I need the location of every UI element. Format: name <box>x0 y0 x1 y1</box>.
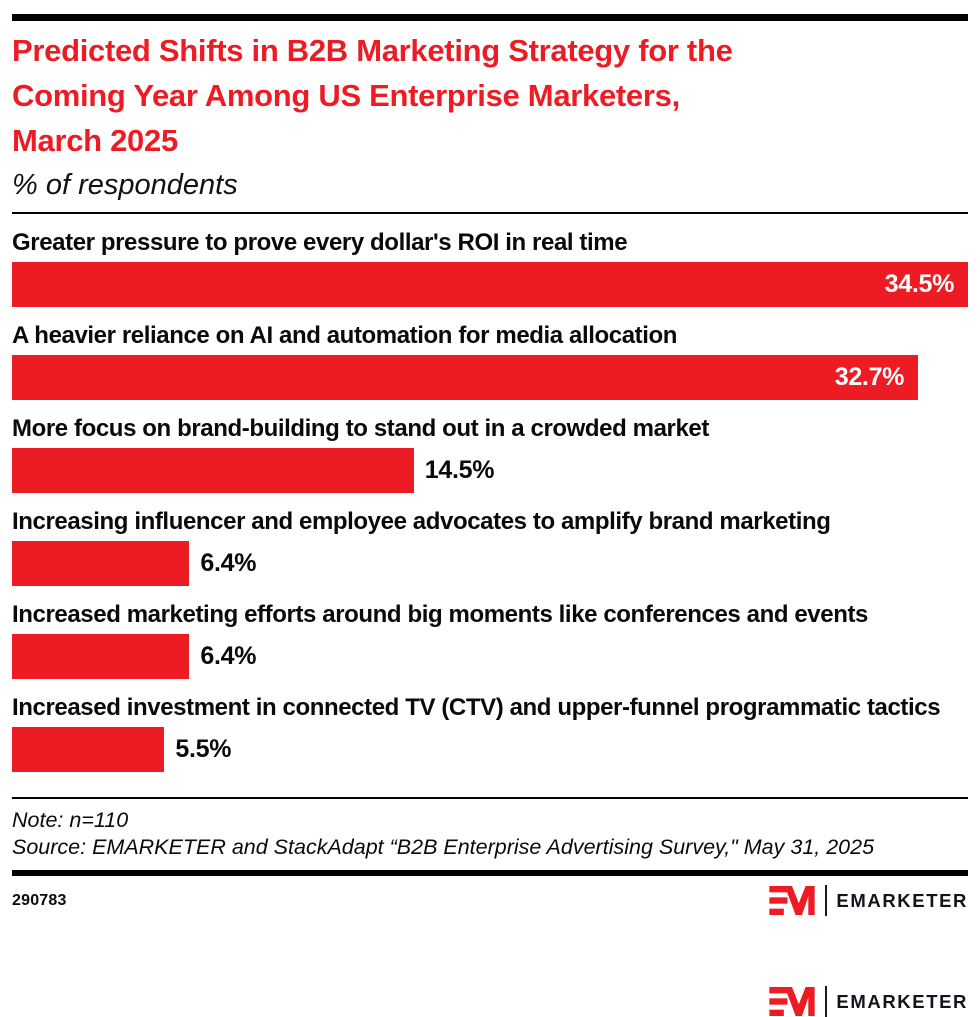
bar-value: 5.5% <box>175 735 232 763</box>
bar-label: Increasing influencer and employee advoc… <box>12 508 831 535</box>
bar <box>12 727 165 772</box>
bar-track: 14.5% <box>12 448 968 493</box>
bar-value: 14.5% <box>424 456 495 484</box>
bar-value: 6.4% <box>200 642 257 670</box>
chart-row: A heavier reliance on AI and automation … <box>12 321 968 400</box>
chart-id: 290783 <box>12 891 67 909</box>
bar-label: A heavier reliance on AI and automation … <box>12 322 678 349</box>
bar: 32.7% <box>12 355 919 400</box>
header-rule <box>12 212 968 214</box>
bar-label: More focus on brand-building to stand ou… <box>12 415 709 442</box>
source-text: Source: EMARKETER and StackAdapt “B2B En… <box>12 835 875 859</box>
bar <box>12 448 414 493</box>
chart-row: Increased investment in connected TV (CT… <box>12 693 968 772</box>
chart-row: Increased marketing efforts around big m… <box>12 600 968 679</box>
bar <box>12 634 190 679</box>
bottom-rule <box>12 870 968 876</box>
bar-track: 34.5% <box>12 262 968 307</box>
footer-bottom: 290783 EMARKETER <box>12 885 968 916</box>
chart-row: Greater pressure to prove every dollar's… <box>12 228 968 307</box>
chart-title: Predicted Shifts in B2B Marketing Strate… <box>12 33 733 158</box>
bar-chart: Greater pressure to prove every dollar's… <box>12 228 968 772</box>
bar-track: 6.4% <box>12 541 968 586</box>
logo-divider-line <box>825 885 828 916</box>
chart-row: Increasing influencer and employee advoc… <box>12 507 968 586</box>
emarketer-logo-cropped: EMARKETER <box>769 986 968 1017</box>
em-logo-icon <box>769 987 816 1016</box>
note-text: Note: n=110 <box>12 808 129 832</box>
bar-track: 5.5% <box>12 727 968 772</box>
bar-label: Increased marketing efforts around big m… <box>12 601 868 628</box>
bar-label: Greater pressure to prove every dollar's… <box>12 229 628 256</box>
logo-wordmark: EMARKETER <box>836 990 968 1012</box>
bar-value: 6.4% <box>200 549 257 577</box>
bar-track: 32.7% <box>12 355 968 400</box>
logo-wordmark: EMARKETER <box>836 889 968 911</box>
bar <box>12 541 190 586</box>
bar-value: 32.7% <box>834 363 905 391</box>
logo-divider-line <box>825 986 828 1017</box>
chart-row: More focus on brand-building to stand ou… <box>12 414 968 493</box>
bar-track: 6.4% <box>12 634 968 679</box>
bar-label: Increased investment in connected TV (CT… <box>12 694 941 721</box>
bar: 34.5% <box>12 262 968 307</box>
chart-subtitle: % of respondents <box>12 169 238 201</box>
infographic-page: { "header": { "title": "Predicted Shifts… <box>0 14 980 1017</box>
em-logo-icon <box>769 886 816 915</box>
emarketer-logo: EMARKETER <box>769 885 968 916</box>
footer-rule <box>12 797 968 799</box>
top-rule <box>12 14 968 21</box>
bar-value: 34.5% <box>884 270 955 298</box>
